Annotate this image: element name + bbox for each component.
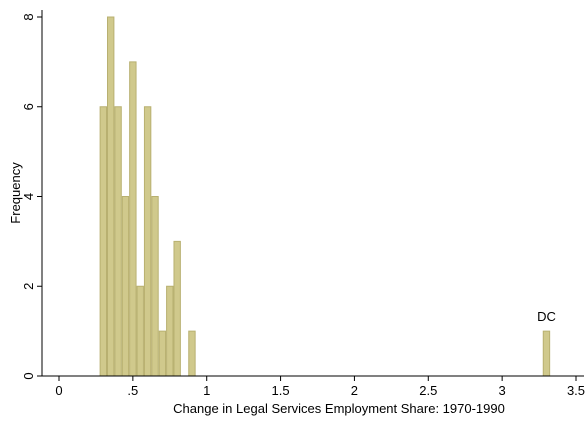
histogram-bar <box>543 331 549 376</box>
histogram-bar <box>144 107 150 376</box>
y-ticks: 0 2 4 6 8 <box>21 13 42 379</box>
histogram-bar <box>122 197 128 377</box>
x-tick-label: 1.5 <box>272 383 290 398</box>
bars <box>100 17 550 376</box>
y-tick-label: 8 <box>21 13 36 20</box>
histogram-bar <box>115 107 121 376</box>
x-tick-label: 0 <box>55 383 62 398</box>
x-axis-title: Change in Legal Services Employment Shar… <box>173 401 505 416</box>
histogram-bar <box>167 286 173 376</box>
y-tick-label: 6 <box>21 103 36 110</box>
annotation-label: DC <box>537 309 556 324</box>
histogram-bar <box>152 197 158 377</box>
histogram-bar <box>189 331 195 376</box>
x-tick-label: 1 <box>203 383 210 398</box>
y-tick-label: 0 <box>21 372 36 379</box>
y-axis-title: Frequency <box>8 162 23 224</box>
y-tick-label: 4 <box>21 193 36 200</box>
histogram-bar <box>100 107 106 376</box>
histogram-bar <box>108 17 114 376</box>
annotations: DC <box>537 309 556 324</box>
histogram-bar <box>174 241 180 376</box>
histogram-bar <box>137 286 143 376</box>
y-tick-label: 2 <box>21 283 36 290</box>
x-tick-label: 2.5 <box>419 383 437 398</box>
x-tick-label: .5 <box>127 383 138 398</box>
x-tick-label: 3.5 <box>567 383 585 398</box>
x-tick-label: 3 <box>499 383 506 398</box>
histogram-bar <box>159 331 165 376</box>
histogram-bar <box>130 62 136 376</box>
x-tick-label: 2 <box>351 383 358 398</box>
x-ticks: 0 .5 1 1.5 2 2.5 3 3.5 <box>55 376 585 398</box>
